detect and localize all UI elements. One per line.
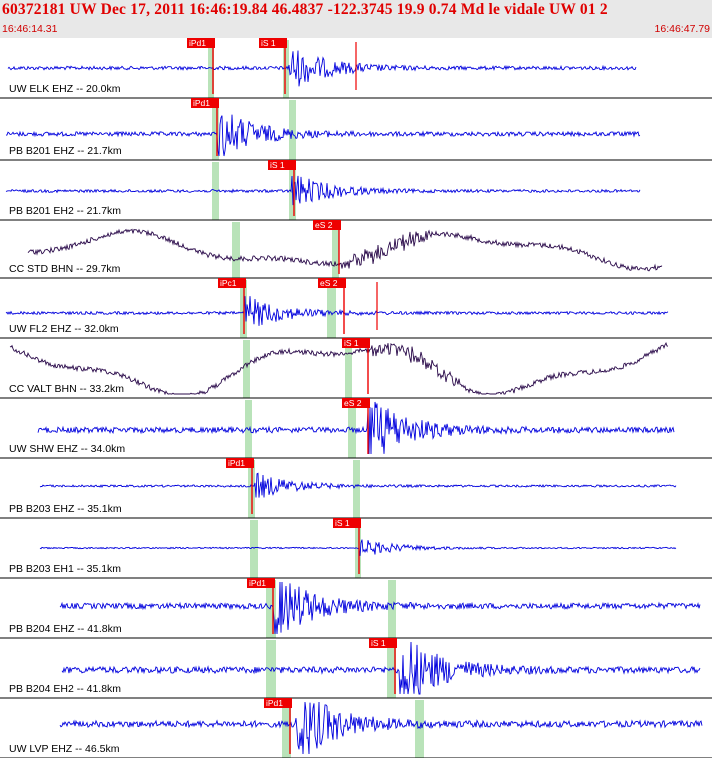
trace-panel[interactable]: iPd1 PB B203 EHZ -- 35.1km: [0, 458, 712, 519]
pick-box: [264, 698, 292, 708]
trace-panel[interactable]: iS 1 PB B204 EH2 -- 41.8km: [0, 638, 712, 699]
trace-panel[interactable]: iPd1 iS 1 UW ELK EHZ -- 20.0km: [0, 38, 712, 99]
waveform: [39, 472, 677, 498]
station-label: CC VALT BHN -- 33.2km: [9, 383, 124, 395]
arrival-band: [208, 40, 214, 98]
end-time-label: 16:46:47.79: [654, 23, 710, 35]
waveform: [5, 175, 641, 206]
pick-box: [191, 98, 219, 108]
trace-panel[interactable]: iS 1 PB B203 EH1 -- 35.1km: [0, 518, 712, 579]
arrival-band: [232, 222, 240, 278]
arrival-band: [388, 580, 396, 638]
waveform: [27, 228, 663, 272]
arrival-band: [266, 580, 276, 638]
pick-box: [187, 38, 215, 48]
arrival-band: [415, 700, 424, 758]
station-label: PB B203 EH1 -- 35.1km: [9, 563, 121, 575]
pick-label: iPd1: [193, 98, 210, 108]
arrival-band: [387, 640, 396, 698]
arrival-band: [266, 640, 276, 698]
arrival-band: [289, 100, 296, 160]
arrival-band: [212, 162, 219, 220]
arrival-band: [245, 400, 252, 458]
waveform: [59, 581, 701, 635]
arrival-band: [327, 280, 336, 338]
arrival-band: [332, 222, 339, 278]
pick-label: eS 2: [344, 398, 362, 408]
trace-panel[interactable]: iS 1 PB B201 EH2 -- 21.7km: [0, 160, 712, 221]
waveform: [39, 539, 677, 556]
pick-label: eS 2: [315, 220, 333, 230]
event-title: 60372181 UW Dec 17, 2011 16:46:19.84 46.…: [2, 1, 608, 18]
pick-box: [218, 278, 246, 288]
pick-label: iPd1: [249, 578, 266, 588]
trace-panel[interactable]: iPd1 PB B201 EHZ -- 21.7km: [0, 98, 712, 161]
station-label: CC STD BHN -- 29.7km: [9, 263, 121, 275]
pick-label: eS 2: [320, 278, 338, 288]
pick-box: [259, 38, 287, 48]
seismogram-plot[interactable]: iPd1 iS 1 UW ELK EHZ -- 20.0km iPd1 PB B201 …: [0, 38, 712, 758]
pick-label: iPd1: [189, 38, 206, 48]
pick-label: iPd1: [266, 698, 283, 708]
arrival-band: [243, 340, 250, 398]
station-label: UW SHW EHZ -- 34.0km: [9, 443, 125, 455]
pick-box: [318, 278, 346, 288]
station-label: PB B204 EHZ -- 41.8km: [9, 623, 122, 635]
waveform: [5, 114, 641, 157]
waveform: [5, 296, 669, 326]
trace-panel[interactable]: iS 1 CC VALT BHN -- 33.2km: [0, 338, 712, 399]
arrival-band: [212, 100, 219, 160]
station-label: PB B201 EH2 -- 21.7km: [9, 205, 121, 217]
pick-label: iPd1: [228, 458, 245, 468]
trace-panel[interactable]: eS 2 UW SHW EHZ -- 34.0km: [0, 398, 712, 459]
arrival-band: [353, 460, 360, 518]
trace-panel[interactable]: eS 2 CC STD BHN -- 29.7km: [0, 220, 712, 279]
station-label: PB B204 EH2 -- 41.8km: [9, 683, 121, 695]
station-label: PB B203 EHZ -- 35.1km: [9, 503, 122, 515]
trace-panel[interactable]: iPc1 eS 2 UW FL2 EHZ -- 32.0km: [0, 278, 712, 339]
header-bar: 60372181 UW Dec 17, 2011 16:46:19.84 46.…: [0, 0, 712, 38]
waveform: [9, 342, 669, 396]
pick-label: iPc1: [220, 278, 237, 288]
trace-panel[interactable]: iPd1 UW LVP EHZ -- 46.5km: [0, 698, 712, 758]
arrival-band: [345, 340, 352, 398]
pick-label: iS 1: [371, 638, 386, 648]
pick-box: [369, 638, 397, 648]
arrival-band: [250, 520, 258, 578]
station-label: PB B201 EHZ -- 21.7km: [9, 145, 122, 157]
station-label: UW LVP EHZ -- 46.5km: [9, 743, 120, 755]
pick-box: [333, 518, 361, 528]
waveform: [61, 641, 701, 695]
pick-label: iS 1: [335, 518, 350, 528]
pick-label: iS 1: [261, 38, 276, 48]
station-label: UW FL2 EHZ -- 32.0km: [9, 323, 119, 335]
pick-box: [247, 578, 275, 588]
pick-label: iS 1: [344, 338, 359, 348]
waveform: [7, 50, 637, 87]
waveform: [59, 701, 703, 755]
pick-label: iS 1: [270, 160, 285, 170]
arrival-band: [283, 40, 289, 98]
station-label: UW ELK EHZ -- 20.0km: [9, 83, 121, 95]
pick-box: [313, 220, 341, 230]
start-time-label: 16:46:14.31: [2, 23, 58, 35]
pick-box: [342, 338, 370, 348]
pick-box: [226, 458, 254, 468]
trace-panel[interactable]: iPd1 PB B204 EHZ -- 41.8km: [0, 578, 712, 639]
pick-box: [268, 160, 296, 170]
arrival-band: [282, 700, 291, 758]
waveform: [37, 401, 675, 455]
pick-box: [342, 398, 370, 408]
